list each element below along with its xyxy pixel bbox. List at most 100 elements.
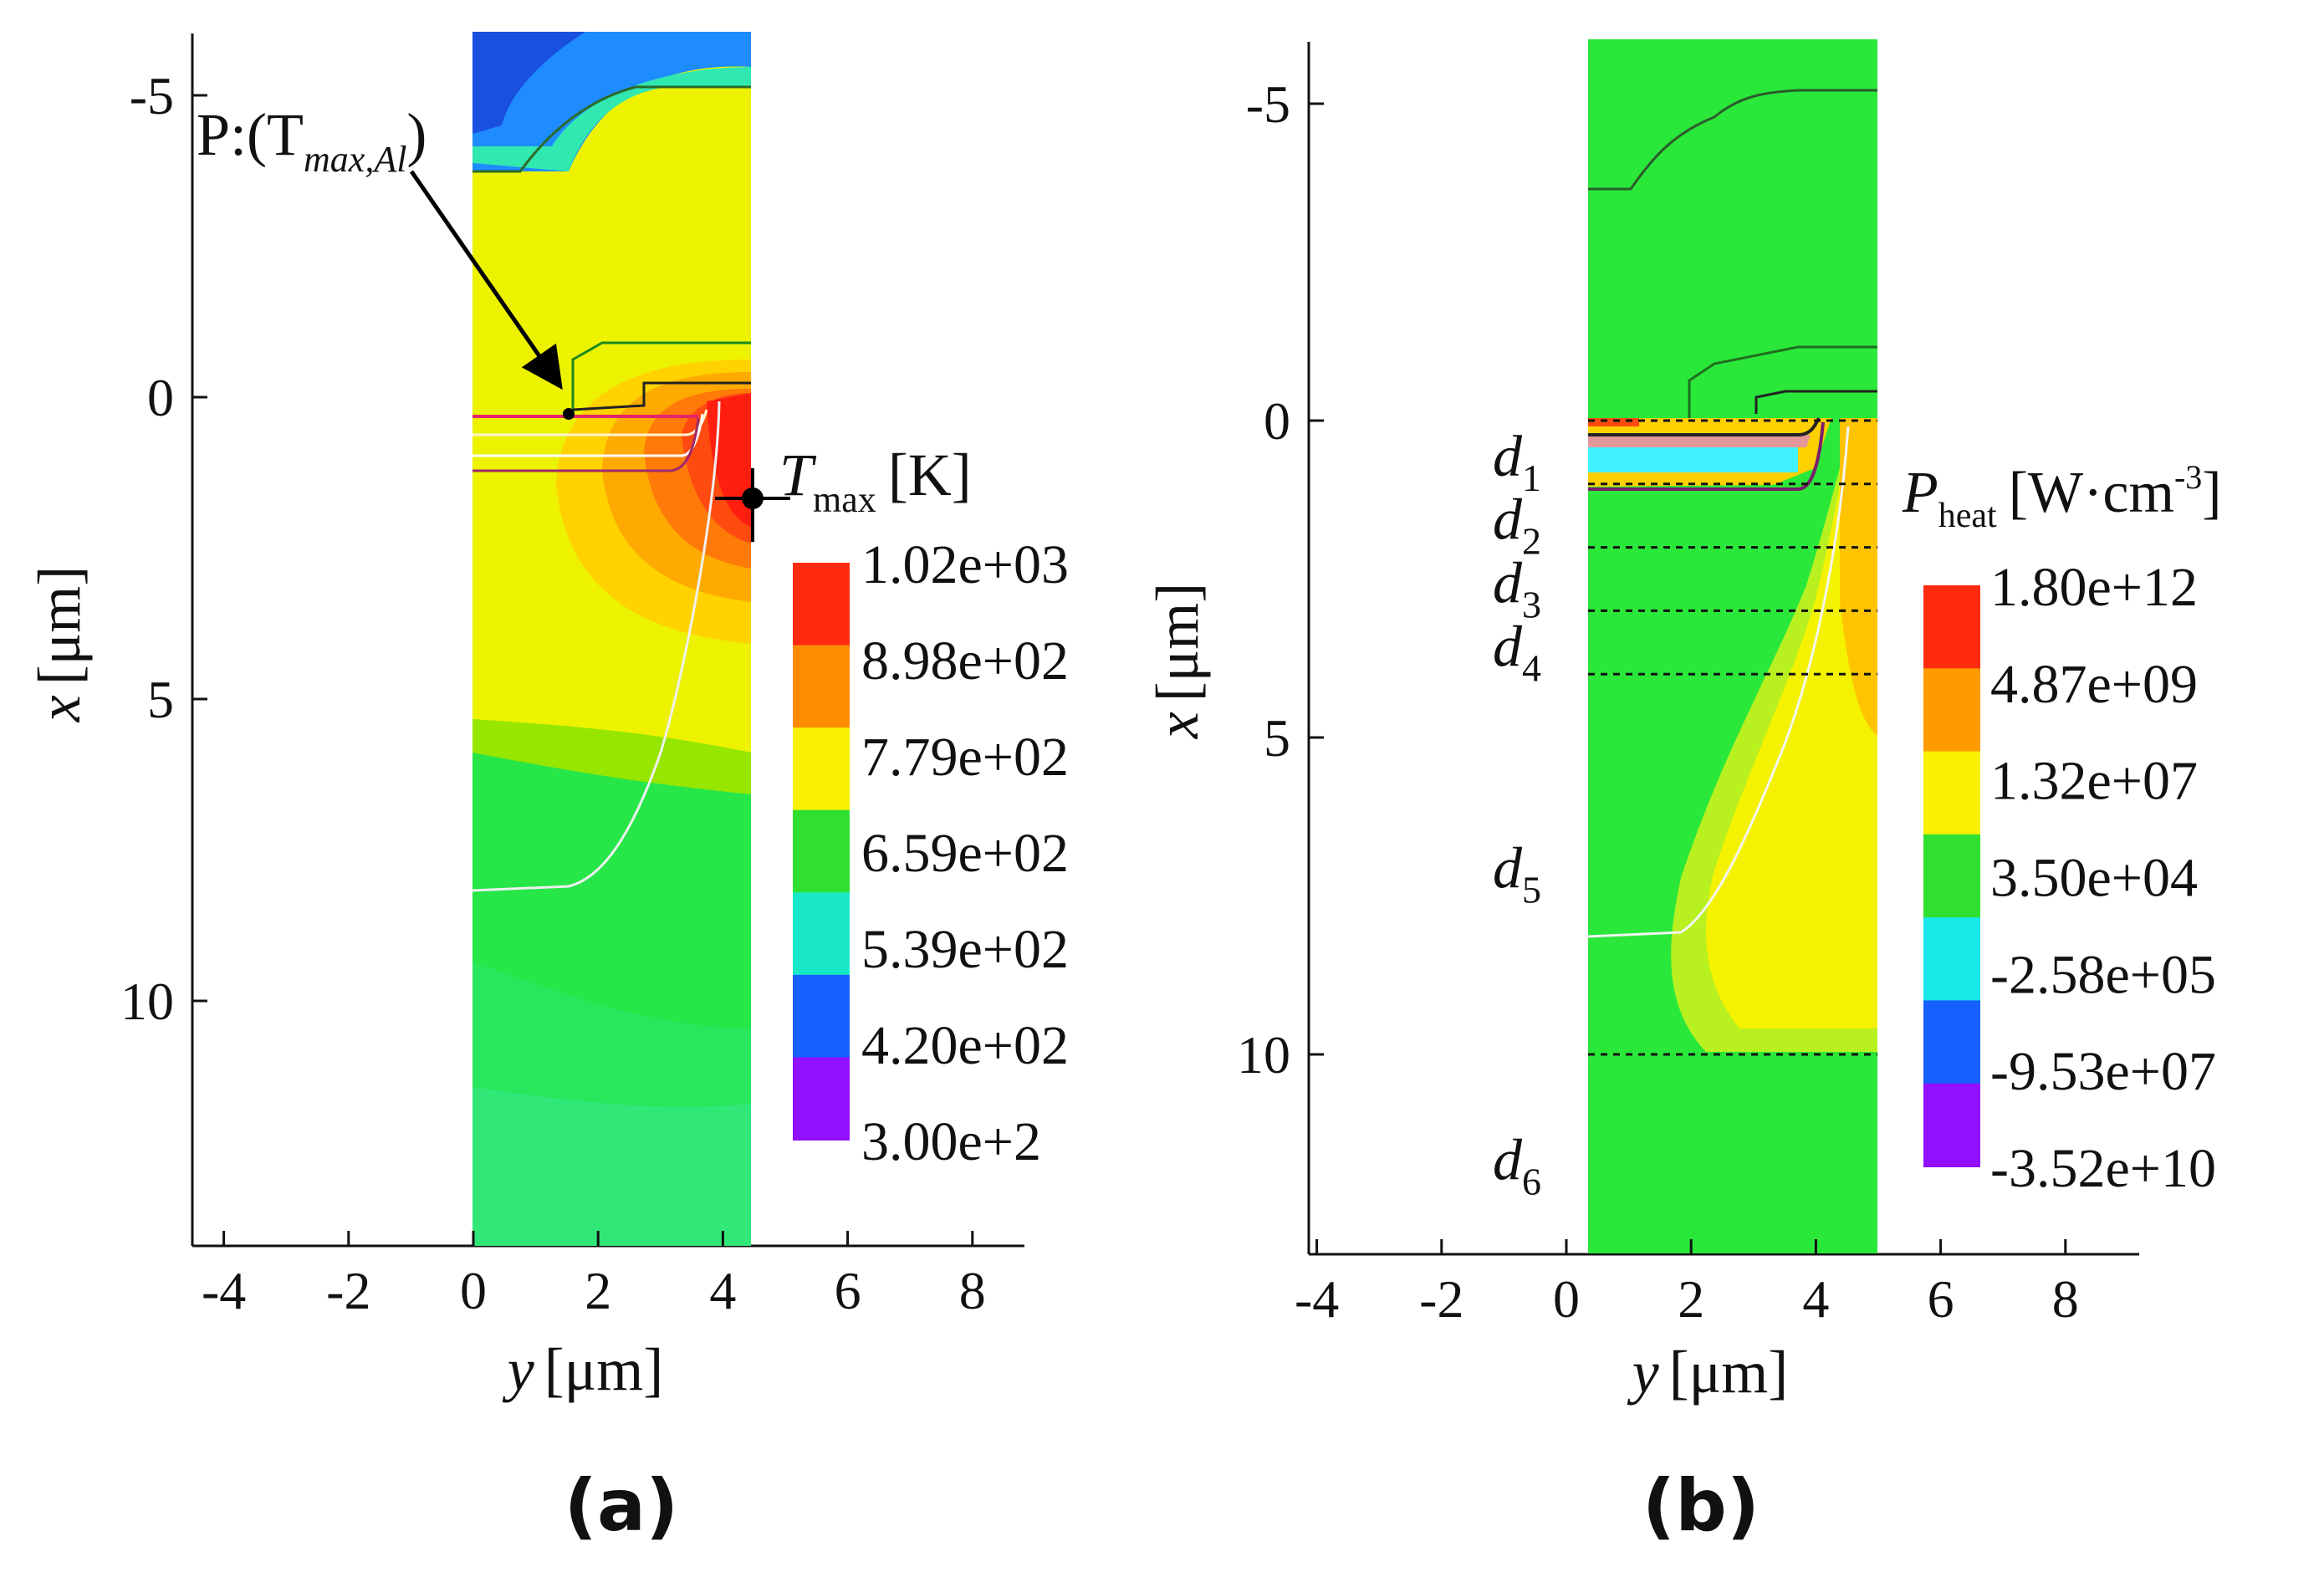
contour-top-metal [472, 85, 751, 173]
x-tick-label: 4 [1802, 1269, 1829, 1329]
colorbar-title-b: Pheat [W·cm-3] [1902, 458, 2222, 535]
colorbar-label: 8.98e+02 [861, 630, 1069, 692]
region-label: d6 [1493, 1128, 1541, 1202]
region-label: d3 [1493, 552, 1541, 626]
panel-label-b: (b) [1642, 1464, 1760, 1548]
x-tick-label: -2 [1419, 1269, 1463, 1329]
panel-label-a: (a) [564, 1464, 679, 1548]
tmax-marker [742, 487, 764, 509]
y-axis-label-b: x[μm] [1144, 583, 1211, 740]
contour-channel-2 [1588, 421, 1825, 491]
field-cool-transition [472, 67, 751, 171]
region-label: d2 [1493, 488, 1541, 563]
y-tick-label: 0 [147, 368, 174, 427]
colorbar-label: -9.53e+07 [1990, 1041, 2216, 1102]
panel-a: -4 -2 0 2 4 6 8 -5 0 5 10 y [μm] x[μm] P:(Tmax,Al)… [26, 32, 1069, 1548]
field-yellow [1706, 435, 1877, 1028]
colorbar-label: 1.32e+07 [1990, 751, 2198, 812]
x-tick-label: 2 [585, 1261, 611, 1320]
x-ticks-a: -4 -2 0 2 4 6 8 [202, 1231, 986, 1320]
colorbar-segment [1923, 751, 1980, 835]
x-tick-label: -4 [1295, 1269, 1339, 1329]
y-ticks-a: -5 0 5 10 [120, 66, 207, 1031]
x-tick-label: 8 [2052, 1269, 2079, 1329]
colorbar-title-a: Tmax [K] [779, 441, 972, 520]
colorbar-label: 4.87e+09 [1990, 654, 2198, 715]
contour-drain [1754, 390, 1877, 414]
annotation-p-tmax-al: P:(Tmax,Al) [197, 101, 426, 180]
y-tick-label: 10 [120, 972, 174, 1031]
field-coldest-top [472, 32, 585, 134]
colorbar-segment [793, 645, 850, 729]
x-tick-label: 6 [1928, 1269, 1954, 1329]
colorbar-segment [1923, 1000, 1980, 1085]
colorbar-labels-b: 1.80e+12 4.87e+09 1.32e+07 3.50e+04 -2.58e+0… [1990, 557, 2216, 1199]
colorbar-label: 3.50e+04 [1990, 848, 2198, 909]
field-cool-bottom [472, 1087, 751, 1246]
x-ticks-b: -4 -2 0 2 4 6 8 [1295, 1239, 2079, 1329]
colorbar-segment [1923, 834, 1980, 919]
y-tick-label: -5 [130, 66, 174, 125]
colorbar-label: 4.20e+02 [861, 1015, 1069, 1076]
y-tick-label: 10 [1237, 1025, 1290, 1085]
colorbar-segment [1923, 668, 1980, 753]
colorbar-segment [1923, 585, 1980, 670]
colorbar-segment [793, 809, 850, 894]
heat-field [1588, 39, 1877, 1253]
field-channel-cyan [1588, 447, 1798, 472]
colorbar-segment [793, 892, 850, 976]
colorbar-label: 5.39e+02 [861, 919, 1069, 980]
x-tick-label: 8 [959, 1261, 986, 1320]
colorbar-a [793, 563, 850, 1141]
colorbar-segment [793, 974, 850, 1059]
colorbar-labels-a: 1.02e+03 8.98e+02 7.79e+02 6.59e+02 5.39e+02… [861, 534, 1069, 1172]
annotation-arrow [409, 170, 563, 390]
colorbar-segment [793, 727, 850, 811]
colorbar-label: 1.02e+03 [861, 534, 1069, 595]
y-axis-label-a: x[μm] [26, 566, 93, 723]
x-tick-label: -2 [326, 1261, 370, 1320]
colorbar-segment [793, 563, 850, 646]
x-tick-label: 0 [1553, 1269, 1580, 1329]
colorbar-segment [793, 1057, 850, 1141]
region-boundaries [1588, 419, 1877, 1056]
x-tick-label: 6 [835, 1261, 861, 1320]
region-label: d4 [1493, 615, 1541, 689]
contour-drain [572, 381, 751, 411]
x-axis-label-a: y [μm] [502, 1336, 664, 1403]
field-mid-bottom [472, 962, 751, 1107]
x-tick-label: 0 [460, 1261, 487, 1320]
colorbar-label: 6.59e+02 [861, 823, 1069, 884]
colorbar-segment [1923, 1083, 1980, 1167]
field-channel-violet [1588, 435, 1811, 447]
y-tick-label: 0 [1264, 391, 1290, 451]
colorbar-label: 7.79e+02 [861, 727, 1069, 788]
colorbar-label: -2.58e+05 [1990, 944, 2216, 1005]
x-tick-label: 2 [1678, 1269, 1704, 1329]
colorbar-label: -3.52e+10 [1990, 1138, 2216, 1199]
x-axis-label-b: y [μm] [1627, 1339, 1789, 1406]
region-label: d5 [1493, 837, 1541, 911]
point-p-marker [563, 408, 575, 420]
contour-gate [1688, 345, 1877, 418]
x-tick-label: 4 [709, 1261, 736, 1320]
y-tick-label: -5 [1246, 74, 1290, 134]
region-label: d1 [1493, 425, 1541, 499]
contour-depletion [1588, 426, 1850, 938]
x-tick-label: -4 [202, 1261, 246, 1320]
temperature-field [472, 32, 751, 1246]
colorbar-label: 3.00e+2 [861, 1111, 1041, 1172]
contour-depletion [472, 401, 721, 892]
y-ticks-b: -5 0 5 10 [1237, 74, 1324, 1085]
colorbar-segment [1923, 917, 1980, 1002]
colorbar-label: 1.80e+12 [1990, 557, 2198, 618]
colorbar-b [1923, 585, 1980, 1167]
field-orange-edge [1840, 418, 1877, 736]
y-tick-label: 5 [147, 670, 174, 729]
contour-junction-3 [472, 417, 700, 472]
contour-top-metal [1588, 89, 1877, 191]
y-tick-label: 5 [1264, 708, 1290, 768]
